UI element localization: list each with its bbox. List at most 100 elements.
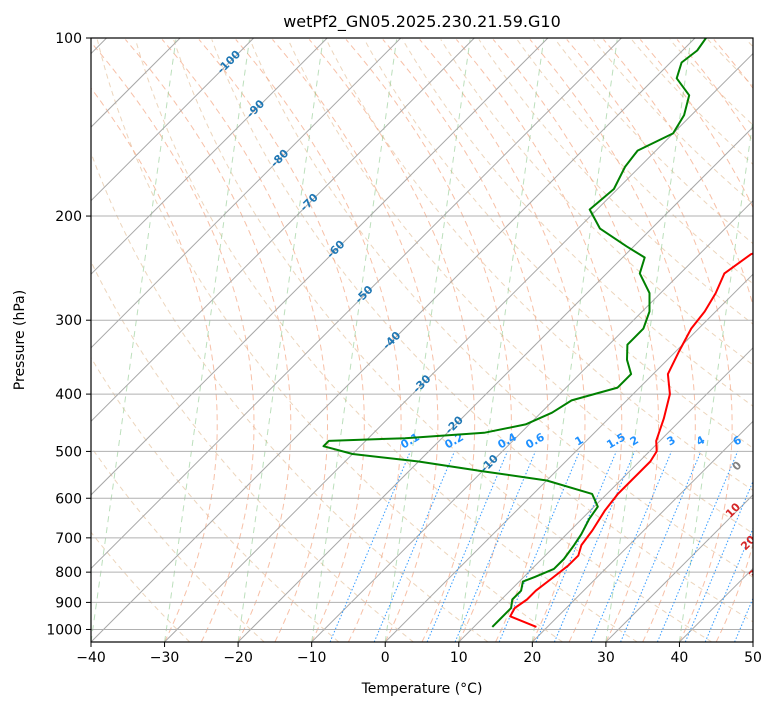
y-tick-label: 300 <box>55 313 82 329</box>
moist-adiabat-line <box>639 39 753 642</box>
moist-adiabat-line <box>91 87 218 642</box>
isotherm-line <box>91 38 402 349</box>
mixing-ratio-label: 0.6 <box>523 430 547 451</box>
theta-e-label: 40 <box>758 590 775 610</box>
mixing-ratio-label: 0.1 <box>398 430 421 451</box>
green-dashed-line <box>311 39 398 642</box>
moist-adiabat-line <box>272 39 439 642</box>
isotherm-line <box>91 38 622 570</box>
background-lines <box>91 38 775 642</box>
mixing-ratio-label: 0.4 <box>495 430 519 451</box>
moist-adiabat-line <box>713 39 753 90</box>
y-tick-label: 600 <box>55 491 82 507</box>
y-tick-label: 100 <box>55 31 82 47</box>
isotherm-line <box>164 52 753 642</box>
mixing-ratio-label: 1.5 <box>604 430 627 451</box>
dewpoint-profile-line <box>322 38 707 628</box>
dry-adiabat-line <box>135 39 638 642</box>
x-tick-label: 40 <box>671 650 689 666</box>
green-dashed-line <box>678 116 753 642</box>
profiles <box>322 38 753 628</box>
x-tick-label: 20 <box>523 650 541 666</box>
isotherm-line <box>679 567 753 642</box>
y-tick-label: 800 <box>55 565 82 581</box>
green-dashed-line <box>384 39 471 642</box>
plot-frame <box>90 37 754 643</box>
isotherm-line <box>91 38 549 496</box>
isotherm-line <box>458 347 753 642</box>
green-dashed-line <box>164 39 250 642</box>
theta-e-label: 30 <box>746 561 766 581</box>
x-tick-label: −10 <box>297 650 327 666</box>
x-tick-label: −20 <box>223 650 253 666</box>
dry-adiabat-line <box>402 39 753 407</box>
chart-title: wetPf2_GN05.2025.230.21.59.G10 <box>283 12 561 32</box>
moist-adiabat-line <box>492 39 659 642</box>
dry-adiabat-line <box>91 445 265 642</box>
x-tick-label: 10 <box>450 650 468 666</box>
dry-adiabat-line <box>249 39 753 578</box>
dry-adiabat-line <box>325 39 753 491</box>
isotherm-line <box>531 420 753 642</box>
dry-adiabat-line <box>516 39 753 285</box>
isotherm-labels: -100-90-80-70-60-50-40-30-20-10 <box>215 48 502 476</box>
theta-e-label: 0 <box>730 459 745 474</box>
temperature-profile-line <box>509 252 753 628</box>
y-tick-label: 700 <box>55 531 82 547</box>
x-tick-label: −30 <box>150 650 180 666</box>
y-tick-label: 200 <box>55 209 82 225</box>
dry-adiabat-line <box>631 39 753 166</box>
y-tick-label: 900 <box>55 595 82 611</box>
isotherm-line <box>605 494 753 642</box>
dry-adiabat-line <box>173 39 713 642</box>
dry-adiabat-line <box>364 39 753 449</box>
green-dashed-line <box>91 39 177 642</box>
moist-adiabat-line <box>345 39 512 642</box>
mixing-ratio-line <box>553 451 636 642</box>
moist-adiabat-line <box>566 39 733 642</box>
dry-adiabat-line <box>478 39 753 325</box>
x-tick-label: 30 <box>597 650 615 666</box>
isotherm-line <box>311 199 753 642</box>
dry-adiabat-line <box>287 39 753 535</box>
isotherm-line <box>752 641 753 642</box>
mixing-ratio-label: 8 <box>759 433 772 448</box>
mixing-ratio-label: 3 <box>665 433 678 448</box>
isotherm-label: -50 <box>352 283 375 306</box>
isotherm-line <box>384 273 753 642</box>
dry-adiabat-line <box>554 39 753 245</box>
dry-adiabat-line <box>91 151 489 642</box>
isotherm-line <box>91 38 475 423</box>
dry-adiabat-line <box>91 260 414 642</box>
green-dashed-line <box>605 39 692 642</box>
dry-adiabat-line <box>91 356 340 642</box>
dry-adiabat-line <box>96 39 563 642</box>
mixing-ratio-line <box>764 451 775 642</box>
x-axis-ticks: −40 −30 −20 −10 0 10 20 30 40 50 <box>76 642 762 666</box>
isotherm-label: -80 <box>268 146 291 169</box>
theta-e-label: 10 <box>723 500 743 520</box>
mixing-ratio-label: 4 <box>694 433 707 448</box>
theta-e-label: 20 <box>738 533 758 553</box>
x-axis-title: Temperature (°C) <box>361 681 483 697</box>
x-tick-label: 0 <box>381 650 390 666</box>
isotherm-line <box>91 38 328 275</box>
green-dashed-line <box>237 39 324 642</box>
dry-adiabat-line <box>440 39 753 366</box>
moist-adiabat-line <box>125 39 292 642</box>
x-tick-label: 50 <box>744 650 762 666</box>
mixing-ratio-line <box>656 451 739 642</box>
y-axis-ticks: 1000 900 800 700 600 500 400 300 200 100 <box>46 31 91 638</box>
y-tick-label: 500 <box>55 444 82 460</box>
dry-adiabat-line <box>91 531 191 642</box>
y-tick-label: 1000 <box>46 622 82 638</box>
isotherm-line <box>237 126 753 642</box>
isotherm-line <box>91 38 696 642</box>
green-dashed-line <box>531 39 618 642</box>
green-dashed-line <box>458 39 545 642</box>
mixing-ratio-label: 1 <box>573 433 586 448</box>
mixing-ratio-line <box>426 451 508 642</box>
dry-adiabat-line <box>593 39 753 205</box>
